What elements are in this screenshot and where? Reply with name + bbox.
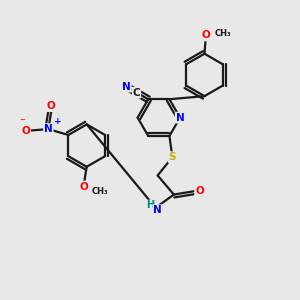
Text: CH₃: CH₃ (92, 187, 109, 196)
Text: H: H (146, 200, 154, 211)
Text: N: N (44, 124, 53, 134)
Text: C: C (133, 88, 140, 98)
Text: S: S (169, 152, 176, 162)
Text: +: + (54, 117, 61, 126)
Text: O: O (202, 31, 210, 40)
Text: N: N (176, 112, 184, 123)
Text: O: O (47, 101, 56, 111)
Text: N: N (122, 82, 131, 92)
Text: CH₃: CH₃ (214, 28, 231, 38)
Text: O: O (80, 182, 88, 191)
Text: O: O (195, 186, 204, 196)
Text: O: O (21, 126, 30, 136)
Text: ⁻: ⁻ (19, 117, 25, 127)
Text: N: N (153, 205, 162, 215)
